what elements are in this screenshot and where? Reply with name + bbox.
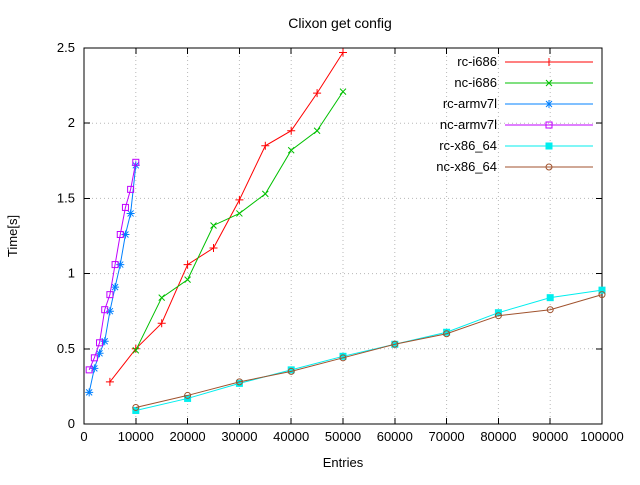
x-tick-label: 80000 (480, 429, 516, 444)
series-marker-rc-i686 (339, 48, 347, 57)
series-marker-rc-armv7l (95, 349, 104, 358)
series-marker-rc-armv7l (105, 307, 114, 316)
series-marker-rc-armv7l (111, 283, 120, 292)
series-marker-rc-i686 (131, 344, 140, 353)
series-marker-nc-i686 (313, 127, 321, 135)
series-marker-nc-i686 (184, 276, 191, 283)
legend-label-nc-armv7l: nc-armv7l (440, 117, 497, 132)
series-marker-nc-x86_64 (546, 306, 554, 314)
series-marker-rc-x86_64 (598, 286, 606, 294)
y-axis-label: Time[s] (5, 215, 20, 257)
series-marker-nc-armv7l (127, 185, 135, 193)
legend-marker-nc-x86_64 (545, 163, 553, 171)
plot-border (83, 47, 603, 425)
legend-label-rc-x86_64: rc-x86_64 (439, 138, 497, 153)
series-marker-nc-i686 (210, 222, 217, 229)
plot-layers: 0 10000 20000 30000 40000 50000 60000 70000 8000… (57, 40, 624, 444)
series-marker-nc-x86_64 (391, 340, 399, 348)
series-marker-nc-i686 (132, 346, 140, 354)
series-marker-nc-i686 (287, 146, 295, 154)
x-tick-label: 40000 (273, 429, 309, 444)
x-tick-label: 20000 (170, 429, 206, 444)
series-marker-nc-armv7l (96, 339, 104, 347)
series-marker-nc-x86_64 (598, 291, 606, 299)
series-marker-nc-i686 (158, 294, 166, 302)
y-tick-label: 2.5 (57, 40, 75, 55)
series-marker-rc-i686 (157, 319, 166, 328)
y-tick-label: 1.5 (57, 190, 75, 205)
legend-marker-rc-x86_64 (545, 142, 553, 150)
series-marker-rc-x86_64 (546, 294, 554, 302)
series-marker-rc-armv7l (100, 337, 109, 346)
legend-marker-rc-i686 (545, 58, 553, 66)
series-marker-rc-armv7l (85, 388, 94, 397)
series-marker-nc-i686 (236, 210, 243, 217)
series-marker-rc-armv7l (121, 230, 130, 239)
series-marker-nc-i686 (261, 190, 269, 198)
legend-marker-rc-armv7l (545, 100, 553, 108)
series-marker-rc-armv7l (116, 260, 125, 269)
series-line-nc-x86_64 (135, 294, 603, 408)
series-marker-nc-armv7l (111, 261, 119, 269)
x-tick-label: 50000 (325, 429, 361, 444)
series-marker-nc-x86_64 (235, 378, 243, 386)
x-axis-label: Entries (323, 455, 364, 470)
series-line-rc-i686 (109, 52, 344, 383)
x-tick-label: 60000 (377, 429, 413, 444)
legend-label-nc-x86_64: nc-x86_64 (436, 159, 497, 174)
series-marker-nc-armv7l (121, 203, 129, 211)
series-marker-rc-armv7l (90, 364, 99, 373)
legend-label-rc-armv7l: rc-armv7l (443, 96, 497, 111)
legend-marker-nc-armv7l (545, 121, 553, 129)
x-tick-label: 30000 (221, 429, 257, 444)
y-tick-label: 0 (68, 416, 75, 431)
series-line-nc-armv7l (88, 162, 137, 371)
series-marker-rc-i686 (313, 89, 322, 98)
series-marker-nc-x86_64 (132, 403, 140, 411)
x-tick-label: 10000 (118, 429, 154, 444)
x-tick-label: 90000 (532, 429, 568, 444)
x-tick-label: 70000 (429, 429, 465, 444)
y-tick-label: 0.5 (57, 341, 75, 356)
series-marker-rc-i686 (261, 141, 270, 150)
series-marker-nc-armv7l (116, 230, 124, 238)
y-tick-label: 2 (68, 115, 75, 130)
series-marker-nc-x86_64 (494, 312, 502, 320)
series-marker-rc-i686 (287, 126, 296, 135)
series-marker-nc-armv7l (85, 366, 93, 374)
x-tick-label: 0 (80, 429, 87, 444)
series-marker-nc-i686 (339, 88, 347, 95)
series-marker-rc-i686 (105, 377, 114, 386)
series-line-rc-x86_64 (135, 289, 603, 411)
series-marker-nc-x86_64 (339, 354, 347, 362)
series-marker-rc-i686 (209, 244, 218, 253)
legend-label-rc-i686: rc-i686 (457, 54, 497, 69)
series-marker-rc-armv7l (126, 209, 135, 218)
series-marker-rc-i686 (183, 260, 192, 269)
legend-marker-nc-i686 (545, 79, 553, 87)
series-marker-nc-armv7l (106, 291, 114, 299)
chart-title: Clixon get config (288, 15, 392, 31)
series-marker-nc-x86_64 (443, 330, 451, 338)
series-marker-nc-x86_64 (287, 367, 295, 375)
series-marker-rc-i686 (235, 195, 244, 204)
series-marker-nc-armv7l (101, 306, 109, 314)
series-marker-nc-armv7l (132, 158, 140, 166)
series-marker-nc-armv7l (90, 354, 98, 362)
legend-label-nc-i686: nc-i686 (454, 75, 497, 90)
series-marker-nc-x86_64 (184, 391, 192, 399)
y-tick-label: 1 (68, 266, 75, 281)
x-tick-label: 100000 (580, 429, 623, 444)
